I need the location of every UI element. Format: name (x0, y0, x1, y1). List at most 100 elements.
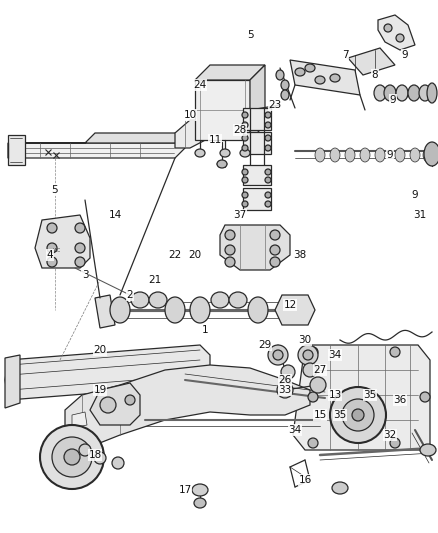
Polygon shape (5, 345, 210, 400)
Ellipse shape (242, 145, 248, 151)
Ellipse shape (40, 425, 104, 489)
Ellipse shape (423, 148, 433, 162)
Ellipse shape (240, 149, 250, 157)
Ellipse shape (270, 230, 280, 240)
Ellipse shape (396, 34, 404, 42)
Ellipse shape (52, 437, 92, 477)
Ellipse shape (64, 449, 80, 465)
Ellipse shape (94, 452, 106, 464)
Text: 33: 33 (279, 385, 292, 395)
Text: 35: 35 (364, 390, 377, 400)
Ellipse shape (248, 297, 268, 323)
Ellipse shape (295, 68, 305, 76)
Text: 20: 20 (188, 250, 201, 260)
Ellipse shape (242, 112, 248, 118)
Ellipse shape (419, 85, 431, 101)
Text: 4: 4 (47, 250, 53, 260)
Text: 15: 15 (313, 410, 327, 420)
Ellipse shape (330, 387, 386, 443)
Ellipse shape (265, 112, 271, 118)
Text: 9: 9 (412, 190, 418, 200)
Polygon shape (195, 65, 265, 80)
Ellipse shape (112, 457, 124, 469)
Ellipse shape (242, 201, 248, 207)
Text: 16: 16 (298, 475, 311, 485)
Polygon shape (175, 120, 215, 148)
Ellipse shape (75, 223, 85, 233)
Ellipse shape (408, 85, 420, 101)
Ellipse shape (270, 245, 280, 255)
Ellipse shape (410, 148, 420, 162)
Polygon shape (90, 383, 140, 425)
Ellipse shape (276, 70, 284, 80)
Polygon shape (8, 133, 185, 158)
Text: 34: 34 (288, 425, 302, 435)
Text: 13: 13 (328, 390, 342, 400)
Ellipse shape (305, 64, 315, 72)
Text: 19: 19 (93, 385, 106, 395)
Ellipse shape (384, 24, 392, 32)
Ellipse shape (384, 85, 396, 101)
Ellipse shape (270, 257, 280, 267)
Ellipse shape (110, 297, 130, 323)
Text: 10: 10 (184, 110, 197, 120)
Text: 34: 34 (328, 350, 342, 360)
Ellipse shape (47, 223, 57, 233)
Ellipse shape (396, 85, 408, 101)
Text: 26: 26 (279, 375, 292, 385)
Ellipse shape (75, 257, 85, 267)
Ellipse shape (225, 245, 235, 255)
Ellipse shape (420, 392, 430, 402)
Ellipse shape (242, 192, 248, 198)
Ellipse shape (265, 122, 271, 128)
Text: 29: 29 (258, 340, 272, 350)
Ellipse shape (47, 257, 57, 267)
Ellipse shape (345, 148, 355, 162)
Ellipse shape (310, 377, 326, 393)
Text: 28: 28 (233, 125, 247, 135)
Text: 31: 31 (413, 210, 427, 220)
Ellipse shape (424, 142, 438, 166)
Polygon shape (275, 295, 315, 325)
Polygon shape (293, 345, 430, 450)
Ellipse shape (342, 399, 374, 431)
Text: 9: 9 (402, 50, 408, 60)
Text: 27: 27 (313, 365, 327, 375)
Ellipse shape (125, 395, 135, 405)
Text: 5: 5 (52, 185, 58, 195)
Ellipse shape (315, 148, 325, 162)
Ellipse shape (242, 177, 248, 183)
Text: 11: 11 (208, 135, 222, 145)
Ellipse shape (308, 438, 318, 448)
Text: 9: 9 (387, 150, 393, 160)
Text: 9: 9 (390, 95, 396, 105)
Text: 21: 21 (148, 275, 162, 285)
Ellipse shape (195, 149, 205, 157)
Ellipse shape (165, 297, 185, 323)
Text: 35: 35 (333, 410, 346, 420)
Polygon shape (195, 80, 250, 140)
Ellipse shape (395, 148, 405, 162)
Ellipse shape (265, 201, 271, 207)
Text: 14: 14 (108, 210, 122, 220)
Ellipse shape (420, 444, 436, 456)
Ellipse shape (330, 74, 340, 82)
Bar (243, 188, 271, 210)
Bar (243, 108, 271, 130)
Ellipse shape (242, 169, 248, 175)
Ellipse shape (332, 482, 348, 494)
Polygon shape (72, 412, 87, 428)
Text: 36: 36 (393, 395, 406, 405)
Ellipse shape (265, 169, 271, 175)
Ellipse shape (281, 80, 289, 90)
Text: 1: 1 (201, 325, 208, 335)
Ellipse shape (242, 122, 248, 128)
Text: 18: 18 (88, 450, 102, 460)
Ellipse shape (298, 345, 318, 365)
Ellipse shape (273, 350, 283, 360)
Ellipse shape (315, 76, 325, 84)
Ellipse shape (79, 444, 91, 456)
Ellipse shape (352, 409, 364, 421)
Ellipse shape (194, 498, 206, 508)
Ellipse shape (374, 85, 386, 101)
